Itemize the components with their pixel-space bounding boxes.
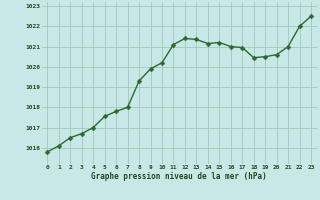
X-axis label: Graphe pression niveau de la mer (hPa): Graphe pression niveau de la mer (hPa) [91, 172, 267, 181]
